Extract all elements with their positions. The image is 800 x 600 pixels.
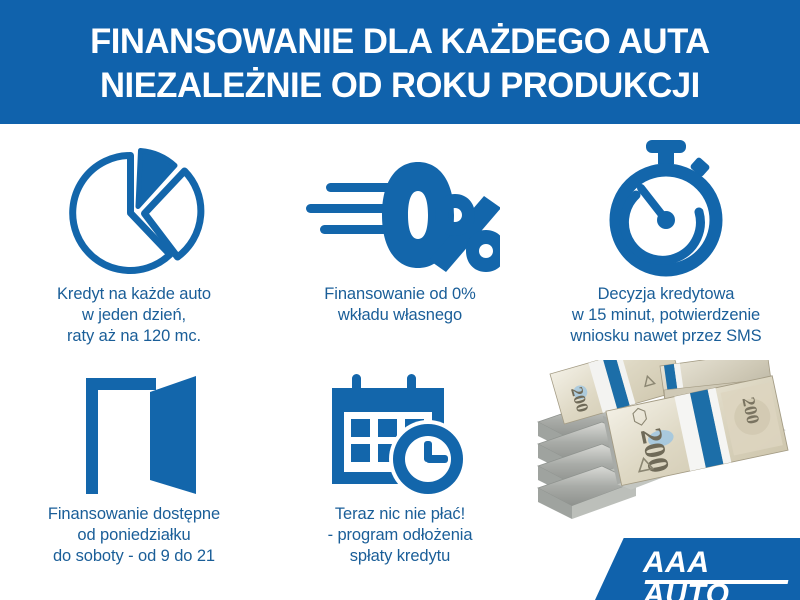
calendar-clock-icon-wrap [324, 363, 476, 498]
logo-underline [644, 580, 789, 584]
aaa-auto-logo[interactable]: AAA AUTO [595, 538, 800, 600]
feature-card-opening-hours: Finansowanie dostępne od poniedziałku do… [0, 363, 268, 600]
money-stacks-photo: 200 [532, 339, 800, 535]
header-banner: FINANSOWANIE DLA KAŻDEGO AUTA NIEZALEŻNI… [0, 0, 800, 124]
feature-caption: Teraz nic nie płać! - program odłożenia … [327, 505, 473, 565]
feature-card-deferred-payment: Teraz nic nie płać! - program odłożenia … [268, 363, 532, 600]
banknote-bundles-illustration: 200 [536, 339, 789, 519]
logo-text: AAA AUTO [643, 546, 730, 600]
zero-percent-icon [306, 162, 500, 272]
feature-card-zero-percent: Finansowanie od 0% wkładu własnego [268, 138, 532, 363]
feature-caption: Decyzja kredytowa w 15 minut, potwierdze… [570, 285, 762, 345]
feature-caption: Kredyt na każde auto w jeden dzień, raty… [57, 285, 211, 345]
pie-chart-icon-wrap [58, 138, 210, 278]
feature-card-decision-time: Decyzja kredytowa w 15 minut, potwierdze… [532, 138, 800, 363]
logo-background-shape [595, 538, 800, 600]
feature-card-credit: Kredyt na każde auto w jeden dzień, raty… [0, 138, 268, 363]
zero-percent-icon-wrap [300, 138, 500, 278]
open-door-icon-wrap [64, 363, 204, 498]
feature-caption: Finansowanie dostępne od poniedziałku do… [47, 505, 221, 565]
calendar-clock-icon [332, 374, 467, 498]
headline-line-1: FINANSOWANIE DLA KAŻDEGO AUTA [90, 22, 710, 61]
stopwatch-icon-wrap [596, 138, 736, 278]
open-door-icon [86, 376, 196, 494]
stopwatch-icon [609, 140, 723, 277]
pie-chart-icon [69, 148, 205, 274]
feature-grid: Kredyt na każde auto w jeden dzień, raty… [0, 124, 800, 600]
feature-caption: Finansowanie od 0% wkładu własnego [324, 285, 476, 324]
headline-line-2: NIEZALEŻNIE OD ROKU PRODUKCJI [100, 66, 700, 105]
